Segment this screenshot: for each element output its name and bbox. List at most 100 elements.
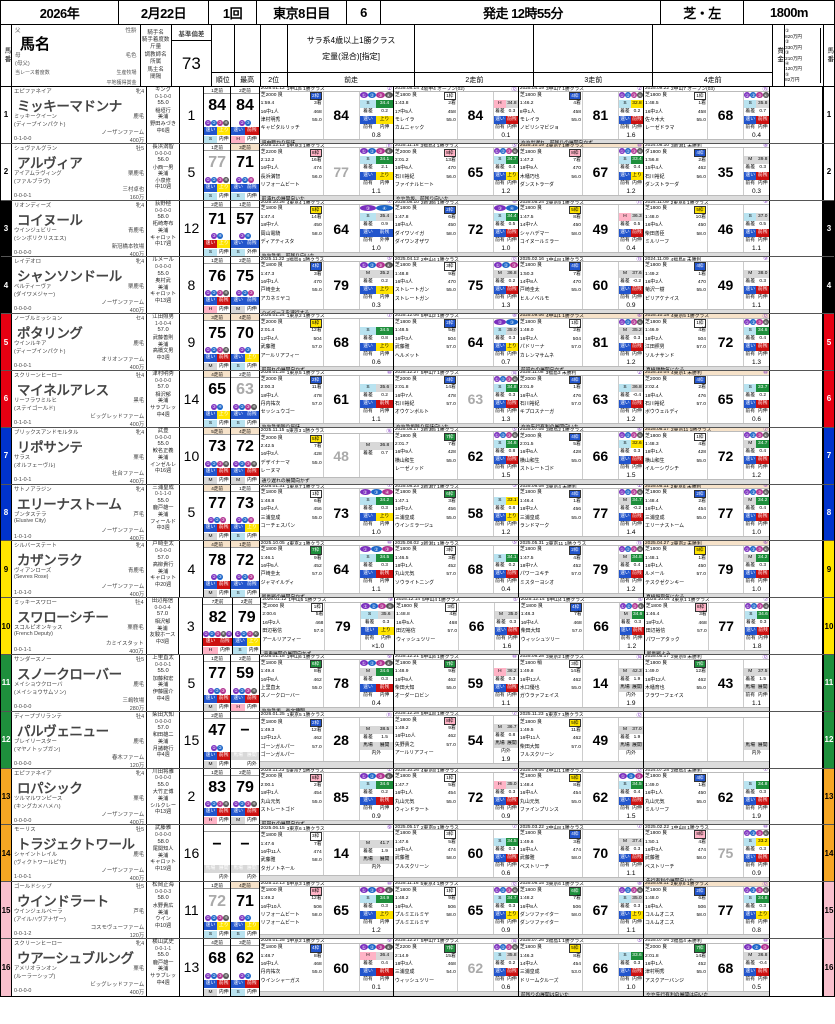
trainer-name[interactable]: 相沢郁 [154,618,171,625]
horse-info-cell[interactable]: ディープブリランテ 牡4 パルヴェニュー ブレイリースター 鹿毛 (マヤノトップガン) 春木… [12,711,148,769]
table-row[interactable]: 5 ノーブルミッション セ4 ポタリング ウインルキア 鹿毛 (ディープインパクト) オリオン… [1,314,834,371]
past-race-block[interactable]: 2025.04.12 2中山4 1勝クラス ⑫ 芝1800 良 3枠 1:48.8 9着 16… [393,257,519,314]
table-row[interactable]: 1 エピファネイア 牝4 ミッキーマドンナ ミッキークイーン 鹿毛 (ディープインパクト) ノ… [1,87,834,144]
horse-info-cell[interactable]: エピファネイア 牝4 ミッキーマドンナ ミッキークイーン 鹿毛 (ディープインパクト) ノー… [12,87,148,144]
past-race-block[interactable]: 2025.11.08 3福島3 未勝利 ② 芝2000 良 4枠 2:01.9 1着 16中4… [518,370,644,427]
jockey-trainer-cell[interactable]: 横山武史 0-0-1-1 55.0 鹿戸雄一 美浦 サラブレッ 中4週 [147,938,181,996]
table-row[interactable]: 10 ミッキースワロー 牡4 スワローシチー スコルピオンキッス 栗鹿毛 (French D… [1,598,834,655]
table-row[interactable]: 13 エピファネイア 牝4 ロパシック ツルマルワンピース 栗毛 (キングカメハメハ) ノーザ… [1,768,834,826]
jockey-name[interactable]: 荻野極 [154,200,172,207]
past-race-block[interactable]: 2025.05.11 2東京6 1勝クラス ⑫ 芝1800 良 2枠 1:48.0 6着 16… [643,882,770,938]
jockey-trainer-cell[interactable]: 武藤雅 0-0-0-0 58.0 尾関知人 美浦 キャロット 中19週 [147,825,181,882]
horse-info-cell[interactable]: ミッキースワロー 牡4 スワローシチー スコルピオンキッス 栗鹿毛 (French Dep… [12,598,147,655]
past-race-block[interactable]: 2025.11.15 5東京3 1勝クラス ⑯ 芝2000 良 5枠 2:42.5 7着 16… [259,427,394,484]
past-race-block[interactable]: 2025.12.06 5中山2 1勝クラス ⑧ 芝1800 良 2枠 1:48.5 5着 16… [393,314,519,370]
jockey-name[interactable]: 松岡正海 [152,882,174,889]
table-row[interactable]: 2 シュヴァルグラン 牡5 アルヴィア アイアムラヴィング 栗鹿毛 (ファルブラヴ) 三村卓也… [1,143,834,201]
horse-info-cell[interactable]: レイデオロ 牝4 シャンソンドール ベルティーヴァ 栗鹿毛 (ダイワメジャー) ノーザンファ… [12,257,148,314]
jockey-name[interactable]: 長浜満智 [152,143,174,150]
past-race-block[interactable]: 2025.07.06 2福島4 未勝利 ⑩ 芝2000 良 7枠 2:01.8 14着 16中… [643,938,770,996]
past-race-block[interactable]: 2025.07.05 3福島2 1勝クラス ⑥ 芝2000 良 4枠 2:01.5 5着 16… [518,427,644,484]
horse-name[interactable]: ポタリング [17,326,83,342]
past-race-block[interactable]: 2025.08.10 2新潟6 1勝クラス ⑥ 芝1800 良 2枠 1:47.8 6着 18… [393,200,519,257]
past-race-block[interactable]: 2025.03.22 2中山8 1勝クラス ⑦ 芝1800 良 4枠 1:49.6 3着 16… [518,825,644,882]
past-race-block[interactable]: 2025.08.14 4阪中4 オープン(02) ⑫ 芝1800 良 1枠 1:43.8 2… [393,87,519,143]
trainer-name[interactable]: 武藤善則 [152,334,174,341]
past-race-block[interactable]: 2026.01.12 1中山5 1勝クラス ⑨ 芝2000 良 1枠 2:00.6 5着 16… [261,598,396,654]
horse-name[interactable]: エリーナストーム [17,496,122,512]
trainer-name[interactable]: 奥村武 [155,278,171,285]
past-race-block[interactable]: 2025.08.17 2新潟5 1勝クラス ⑤ 芝1800 良 7枠 2:01.7 7着 16… [393,427,519,484]
past-race-block[interactable]: 2025.12.14 5中山4 1勝クラス ⑤ 芝1800 良 4枠 1:48.3 7着 16… [519,598,645,654]
past-race-block[interactable]: 2025.10.04 4東京1 1勝クラス ⑦ 芝1800 良 8枠 1:46.4 3着 18… [644,598,771,654]
past-race-block[interactable]: 2024.11.09 2東京6 1勝クラス ⑨ 芝1800 良 5枠 1:48.0 10着 1… [643,200,770,257]
past-race-block[interactable]: 2025.11.23 5東京7 1勝クラス ⑫ 芝1800 良 5枠 1:49.5 11着 1… [518,711,644,768]
past-race-block[interactable]: 2025.05.11 2東京6 未勝利 ⑧ 芝1800 良 2枠 1:48.4 2着 16中1… [643,484,770,541]
jockey-trainer-cell[interactable]: キング 0-1-0-0 55.0 稲垣行 美浦 野田みづき 中6週 [147,87,181,143]
past-race-block[interactable]: 2025.10.05 4東京2 1勝クラス ⑩ 芝1800 良 7枠 1:46.1 9着 16… [259,541,394,598]
horse-info-cell[interactable]: モーリス 牡5 トラジェクトワール シャイントレイル 鹿毛 (ヴィクトワールピサ) ノーザン… [12,825,148,882]
horse-info-cell[interactable]: サンダースノー 牡5 スノークローバー メイショウクローバ 鹿毛 (メイショウサムソン) 三… [12,654,148,712]
table-row[interactable]: 4 レイデオロ 牝4 シャンソンドール ベルティーヴァ 栗鹿毛 (ダイワメジャー) ノーザンフ… [1,257,834,314]
jockey-trainer-cell[interactable]: 津村明秀 0-0-0-0 57.0 相沢郁 美浦 サラブレッ 中4週 [147,370,181,427]
horse-name[interactable]: マイネルアレス [17,382,109,398]
jockey-trainer-cell[interactable]: 荻野極 0-0-0-0 58.0 柘崎寿布 美浦 キャロット 中17週 [147,200,181,257]
past-race-block[interactable]: 2025.08.23 2新潟7 1勝クラス ③ 芝1800 良 6枠 1:47.1 3着 16… [393,484,519,541]
jockey-name[interactable]: 江田照男 [152,314,174,321]
table-row[interactable]: 12 ディープブリランテ 牡4 パルヴェニュー ブレイリースター 鹿毛 (マヤノトップガン)… [1,711,834,769]
past-race-block[interactable]: 2026.01.25 1東京5 1勝クラス ⑩ 芝2000 良 2枠 2:00.3 11着 1… [259,370,394,427]
past-race-block[interactable]: 2025.12.21 5中山6 1勝クラス ⑩ 芝1800 良 7枠 1:48.9 9着 16… [393,654,519,711]
jockey-trainer-cell[interactable]: 田辺裕信 0-0-0-4 57.0 相沢郁 美浦 友駿ホース 中3週 [147,598,180,654]
past-race-block[interactable]: 2024.11.09 4福島8 未勝利 ⑨ 芝1800 良 4枠 1:49.2 1着 16中2… [643,257,770,314]
jockey-trainer-cell[interactable]: 柴田大知 0-0-0-0 57.0 和田雄二 美浦 月諸範行 中4週 [147,711,181,768]
jockey-name[interactable]: 田辺裕信 [151,598,174,605]
jockey-name[interactable]: ルメール [152,257,174,264]
past-race-block[interactable]: 2025.09.06 4中山1 1勝クラス ⑥ 芝1800 良 1枠 1:48.0 2着 16… [518,314,644,370]
past-race-block[interactable]: 2025.09.06 4中山1 1勝クラス ⑫ 芝1800 良 5枠 1:48.4 8着 16… [518,768,644,825]
past-race-block[interactable]: 2025.09.22 2中山7 オープン(03) ⑮ 芝1800 良 1枠 1:48.5 1… [643,87,770,143]
jockey-trainer-cell[interactable]: 江田照男 1-0-0-4 57.0 武藤善則 美浦 高橋文男 中3週 [147,314,181,370]
jockey-trainer-cell[interactable]: 三浦皇成 0-1-1-0 55.0 鹿戸雄一 美浦 フィールド 中3週 [147,484,181,541]
past-race-block[interactable]: 2025.10.18 4東京5 1勝クラス ⑫ 芝1800 良 1枠 1:46.9 4着 18… [643,314,770,370]
past-race-block[interactable]: 2026.01.25 1東京5 1勝クラス ⑪ 芝1800 良 2枠 1:49.3 12着 1… [259,711,394,768]
trainer-name[interactable]: 高柳貴行 [152,562,174,569]
past-race-block[interactable]: 2025.06.08 3東京4 未勝利 ② 芝1800 良 4枠 1:46.4 1着 18中2… [518,484,644,541]
past-race-block[interactable]: 2025.11.23 5東京7 1勝クラス ② 芝2000 良 8枠 2:00.1 2着 18… [259,768,394,825]
jockey-name[interactable]: 三浦皇成 [152,484,174,491]
jockey-name[interactable]: 津村明秀 [152,370,174,377]
past-race-block[interactable]: 2025.04.19 3中山7 1勝クラス ② 芝1800 良 4枠 1:46.2 4着 8中… [518,87,644,143]
jockey-trainer-cell[interactable]: 松岡正海 0-0-0-3 58.0 水野貴広 美浦 ウイン 中10週 [147,882,181,938]
past-race-block[interactable]: 2024.08.10 3新潟1 未勝利 ⑧ ダ1800 良 4枠 1:56.8 2着 15中4… [643,143,770,200]
horse-name[interactable]: コイヌール [17,212,83,228]
past-race-block[interactable]: 2025.05.17 2東京9 1勝クラス ⑦ 芝1800 良 3枠 1:47.6 5着 16… [393,825,519,882]
jockey-trainer-cell[interactable]: 川田将雅 0-0-0-0 55.0 大竹正博 美浦 シルクレー 中13週 [147,768,181,825]
horse-name[interactable]: スノークローバー [17,666,122,682]
horse-info-cell[interactable]: スクリーンヒーロー 牝4 ウアーシュブルング アメリオランオン 栗毛 (ルーラーシップ) ビ… [12,938,148,996]
past-race-block[interactable]: 2025.11.22 3福島6 1勝クラス ⑤ 芝1800 良 4枠 1:47.3 3着 16… [259,257,394,314]
past-race-block[interactable]: 2025.07.26 2福島1 1勝クラス ⑤ 芝1800 良 5枠 1:46.3 8着 14… [518,938,644,996]
jockey-name[interactable]: 川田将雅 [152,768,174,775]
past-race-block[interactable]: 2026.01.24 1東京2 1勝クラス ⑦ 芝2000 良 5枠 2:01.4 12着 1… [259,314,394,370]
horse-info-cell[interactable]: シュヴァルグラン 牡5 アルヴィア アイアムラヴィング 栗鹿毛 (ファルブラヴ) 三村卓也 0… [12,143,148,201]
trainer-name[interactable]: 鮫名正義 [152,448,174,455]
horse-info-cell[interactable]: スクリーンヒーロー 牡4 マイネルアレス リーフラワミルヒ 黒毛 (ステイゴールド) ビッグ… [12,370,148,428]
trainer-name[interactable]: 稲垣行 [155,107,171,114]
horse-name[interactable]: ウアーシュブルング [17,950,134,966]
horse-name[interactable]: シャンソンドール [17,269,122,285]
jockey-trainer-cell[interactable]: ルメール 0-0-0-0 55.0 奥村武 美浦 キャロット 中13週 [147,257,181,314]
jockey-name[interactable]: 横山武史 [152,938,174,945]
jockey-trainer-cell[interactable]: 長浜満智 0-0-0-0 56.0 小西一男 美浦 小泉修 中10週 [147,143,181,200]
trainer-name[interactable]: 柘崎寿布 [152,221,174,228]
past-race-block[interactable]: 2025.06.28 3東京2 1勝クラス ⑭ 芝1800 稍 3枠 1:49.8 14着 1… [518,654,644,711]
horse-name[interactable]: ウインドラート [17,894,109,910]
jockey-name[interactable]: キング [155,87,172,93]
past-race-block[interactable]: 2025.12.27 5中山7 1勝クラス ⑭ 芝2200 良 7枠 2:14.9 15着 1… [393,938,519,996]
past-race-block[interactable]: 2025.12.13 5中京3 1勝クラス ⑩ 芝1800 良 8枠 1:49.2 12着 1… [259,882,394,938]
past-race-block[interactable]: 2024.07.28 2福島4 未勝利 ⑦ 芝1800 良 4枠 1:49.0 1着 16中1… [643,768,770,825]
trainer-name[interactable]: 尾関知人 [152,846,174,853]
table-row[interactable]: 8 サトノアラジン 牝4 エリーナストーム ブンタステラ 芦毛 (Elusive City)… [1,484,834,542]
trainer-name[interactable]: 小西一男 [152,164,174,171]
past-race-block[interactable]: 2025.10.26 4東京8 1勝クラス ⑦ 芝1800 良 1枠 1:47.7 5着 16… [393,768,519,825]
trainer-name[interactable]: 水野貴広 [152,902,174,909]
past-race-block[interactable]: 馬場 展開 内外 [643,711,770,768]
